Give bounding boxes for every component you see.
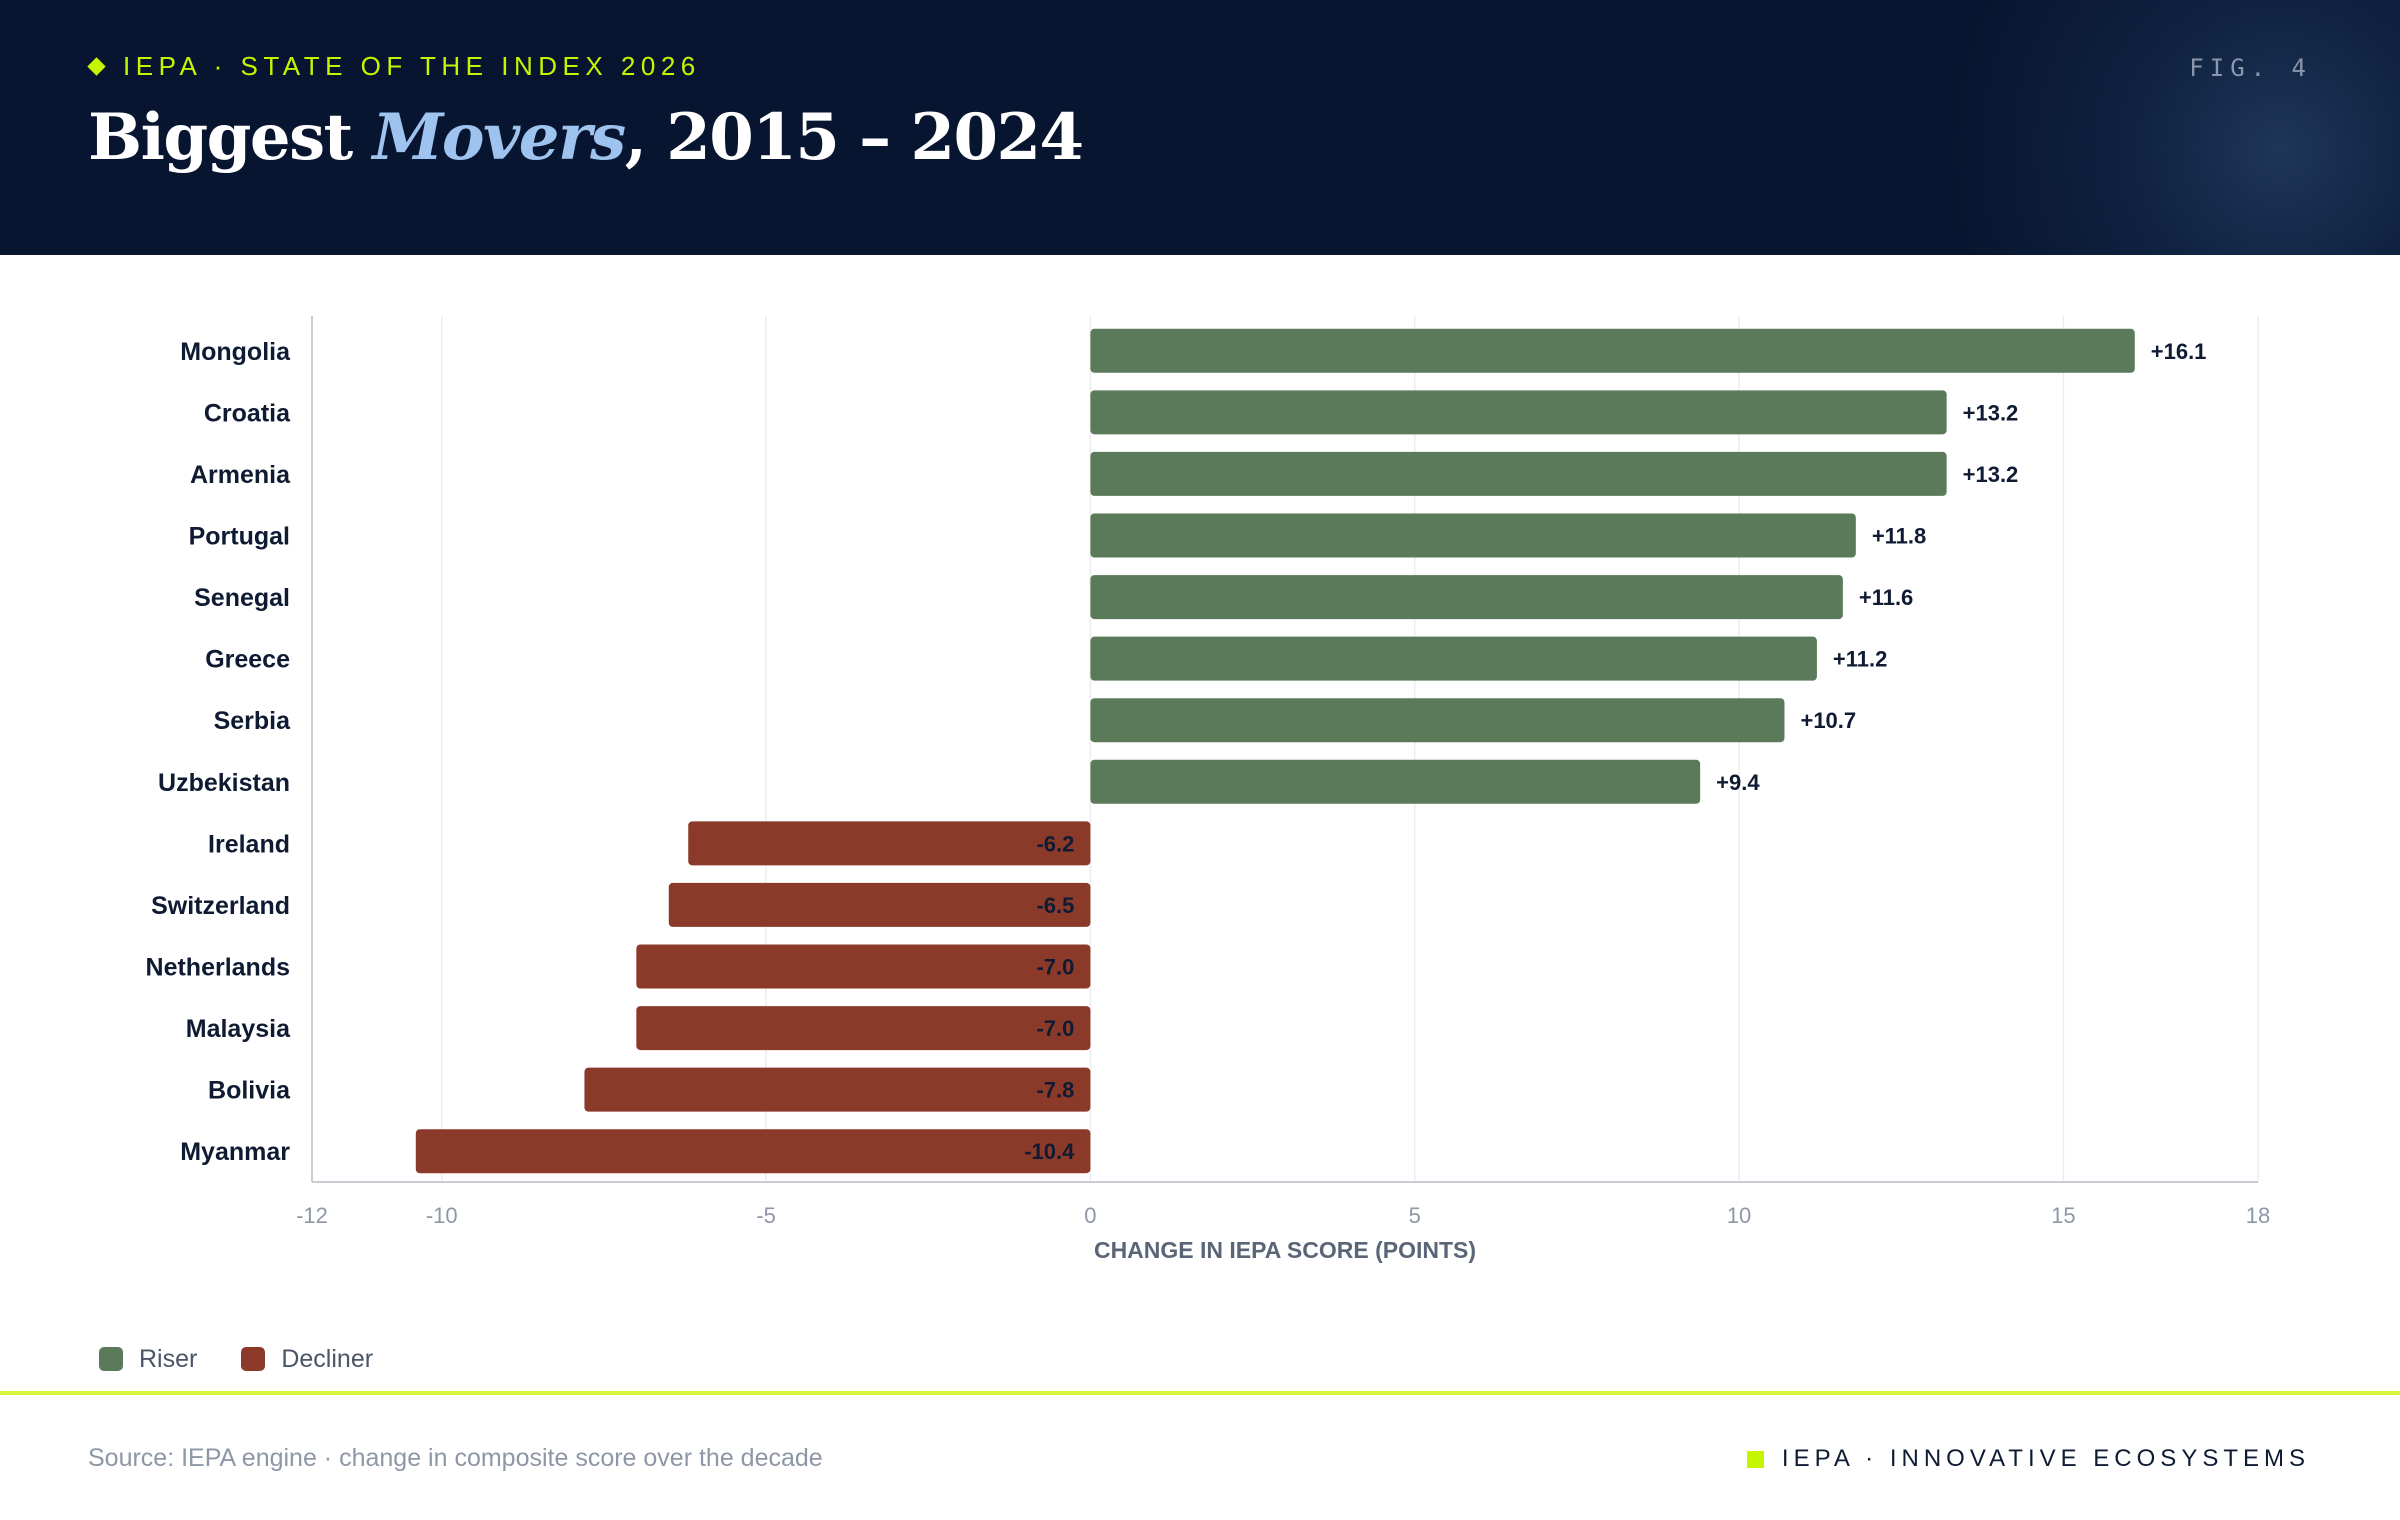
header-band: IEPA · STATE OF THE INDEX 2026 FIG. 4 Bi…: [0, 0, 2400, 255]
value-label: +10.7: [1800, 708, 1856, 733]
x-tick-label: -10: [426, 1203, 458, 1228]
bar-uzbekistan: [1090, 759, 1701, 804]
category-label: Bolivia: [208, 1077, 291, 1105]
category-label: Armenia: [190, 461, 291, 489]
bar-netherlands: [636, 944, 1091, 989]
value-label: -7.0: [1036, 1016, 1074, 1041]
chart-legend: Riser Decliner: [99, 1344, 417, 1374]
value-label: -6.5: [1036, 893, 1074, 918]
source-note: Source: IEPA engine · change in composit…: [88, 1444, 823, 1472]
bar-croatia: [1090, 390, 1947, 435]
riser-swatch: [99, 1347, 123, 1371]
bar-malaysia: [636, 1006, 1091, 1051]
footer-brand: IEPA · INNOVATIVE ECOSYSTEMS: [1746, 1444, 2310, 1474]
x-axis-title: CHANGE IN IEPA SCORE (POINTS): [1094, 1237, 1476, 1263]
x-tick-label: 15: [2051, 1203, 2075, 1228]
value-label: -10.4: [1024, 1139, 1075, 1164]
value-label: -6.2: [1036, 831, 1074, 856]
brand-square-icon: [1746, 1450, 1764, 1468]
category-label: Switzerland: [151, 892, 290, 920]
bar-greece: [1090, 636, 1817, 681]
footer-divider: [0, 1391, 2400, 1395]
bar-ireland: [688, 821, 1091, 866]
category-label: Malaysia: [186, 1015, 291, 1043]
category-label: Portugal: [189, 523, 290, 551]
title-part1: Biggest: [88, 100, 373, 175]
legend-label-decliner: Decliner: [281, 1344, 374, 1373]
bar-serbia: [1090, 698, 1785, 743]
category-label: Serbia: [214, 707, 292, 735]
category-label: Netherlands: [146, 954, 290, 982]
value-label: +11.2: [1833, 647, 1887, 672]
value-label: +11.6: [1859, 585, 1913, 610]
category-label: Myanmar: [180, 1138, 290, 1166]
legend-label-riser: Riser: [139, 1344, 198, 1373]
value-label: -7.8: [1036, 1078, 1074, 1103]
bar-switzerland: [668, 882, 1091, 927]
figure-number: FIG. 4: [2189, 54, 2312, 82]
value-label: +11.8: [1872, 524, 1926, 549]
decliner-swatch: [241, 1347, 266, 1371]
bar-portugal: [1090, 513, 1856, 558]
value-label: +13.2: [1963, 400, 2019, 425]
value-label: +13.2: [1963, 462, 2019, 487]
title-emphasis: Movers: [372, 100, 627, 175]
diamond-icon: [87, 56, 106, 76]
report-kicker: IEPA · STATE OF THE INDEX 2026: [87, 50, 701, 82]
category-label: Ireland: [208, 830, 290, 858]
bar-myanmar: [415, 1129, 1091, 1174]
value-label: -7.0: [1036, 955, 1074, 980]
x-tick-label: 10: [1727, 1203, 1751, 1228]
category-label: Uzbekistan: [158, 769, 290, 797]
bar-armenia: [1090, 451, 1947, 496]
brand-text: IEPA · INNOVATIVE ECOSYSTEMS: [1781, 1445, 2310, 1472]
title-part2: , 2015 – 2024: [624, 100, 1084, 175]
value-label: +16.1: [2151, 339, 2207, 364]
chart-title: Biggest Movers, 2015 – 2024: [88, 100, 1084, 175]
category-label: Senegal: [194, 584, 290, 612]
bar-bolivia: [584, 1067, 1091, 1112]
legend-item-decliner: Decliner: [241, 1345, 373, 1374]
x-tick-label: -12: [296, 1203, 328, 1228]
bar-mongolia: [1090, 328, 2135, 373]
x-tick-label: 0: [1084, 1203, 1096, 1228]
category-label: Croatia: [204, 399, 291, 427]
category-label: Greece: [205, 646, 290, 674]
kicker-text: IEPA · STATE OF THE INDEX 2026: [123, 50, 701, 81]
movers-bar-chart: -12 -10 -5 0 5 10 15 18 CHANGE IN IEPA SCORE (PO…: [146, 316, 2270, 1263]
x-tick-label: 5: [1409, 1203, 1421, 1228]
x-tick-label: -5: [756, 1203, 776, 1228]
legend-item-riser: Riser: [99, 1345, 197, 1374]
bar-senegal: [1090, 575, 1843, 620]
x-tick-label: 18: [2246, 1203, 2270, 1228]
category-label: Mongolia: [180, 338, 291, 366]
value-label: +9.4: [1716, 770, 1760, 795]
